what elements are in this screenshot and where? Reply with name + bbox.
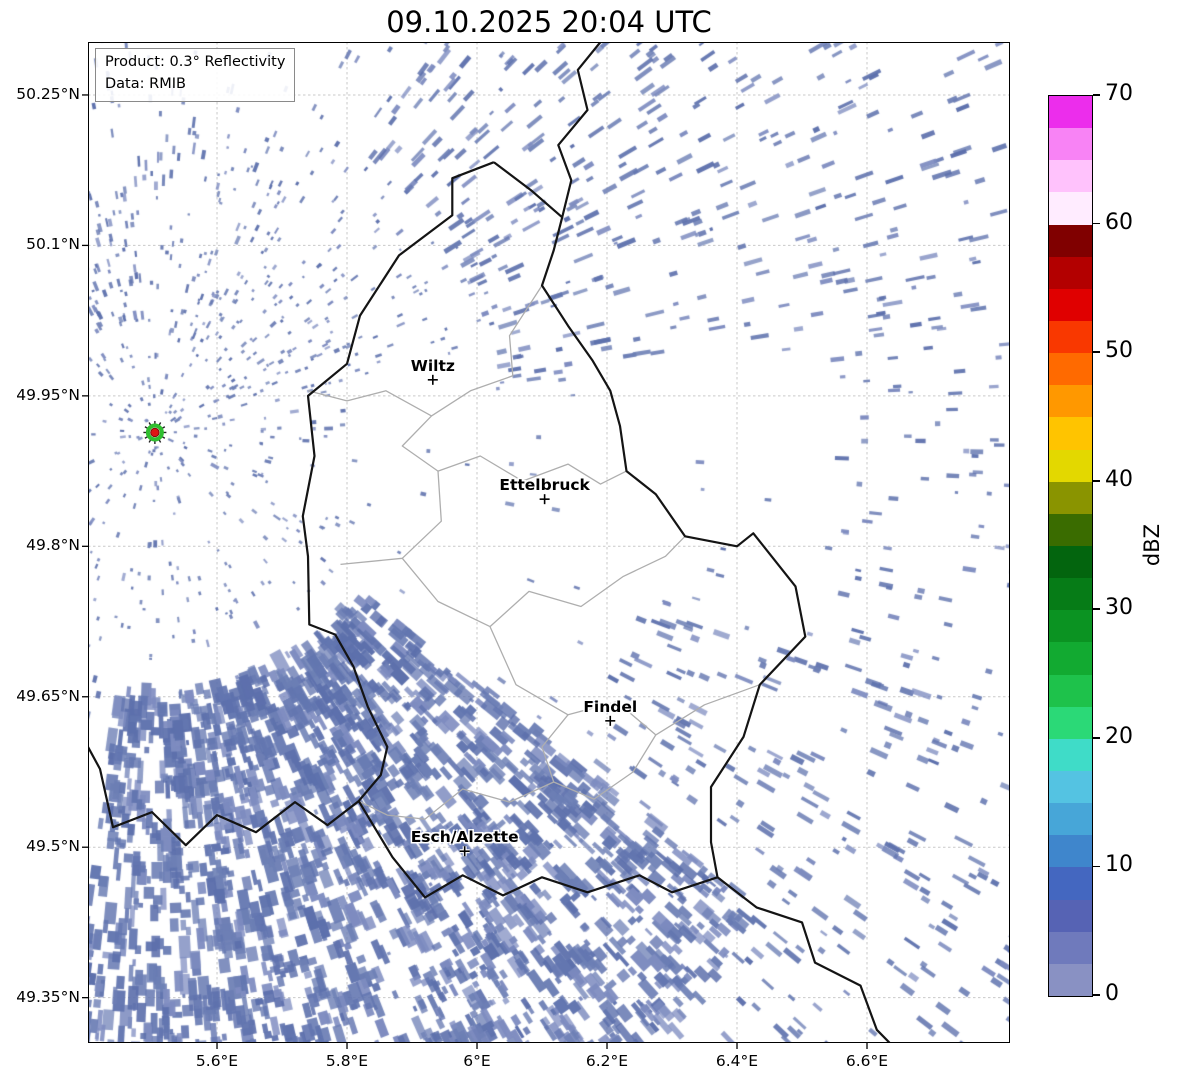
x-tick-label: 6°E bbox=[463, 1052, 491, 1070]
colorbar-segment bbox=[1049, 191, 1092, 225]
colorbar-segment bbox=[1049, 866, 1092, 900]
colorbar-segment bbox=[1049, 706, 1092, 739]
colorbar-segment bbox=[1049, 738, 1092, 771]
colorbar-segment bbox=[1049, 95, 1092, 129]
product-info-box: Product: 0.3° Reflectivity Data: RMIB bbox=[95, 48, 296, 102]
colorbar-segment bbox=[1049, 159, 1092, 193]
colorbar-segment bbox=[1049, 834, 1092, 868]
x-tick-label: 5.8°E bbox=[325, 1052, 369, 1070]
colorbar-segment bbox=[1049, 609, 1092, 643]
colorbar-segment bbox=[1049, 449, 1092, 482]
colorbar-segment bbox=[1049, 963, 1092, 996]
x-tick-label: 6.6°E bbox=[845, 1052, 889, 1070]
y-tick-label: 50.25°N bbox=[16, 84, 80, 103]
colorbar-segment bbox=[1049, 641, 1092, 675]
x-tick-label: 5.6°E bbox=[195, 1052, 239, 1070]
colorbar-tick-label: 0 bbox=[1105, 981, 1119, 1006]
colorbar-segment bbox=[1049, 481, 1092, 514]
colorbar-segment bbox=[1049, 674, 1092, 707]
colorbar-tick bbox=[1093, 479, 1100, 482]
product-line: Product: 0.3° Reflectivity bbox=[105, 54, 286, 70]
colorbar-segment bbox=[1049, 577, 1092, 611]
y-tick-label: 49.5°N bbox=[26, 837, 80, 856]
colorbar-segment bbox=[1049, 545, 1092, 579]
colorbar-segment bbox=[1049, 416, 1092, 450]
colorbar-tick bbox=[1093, 737, 1100, 739]
colorbar-segment bbox=[1049, 320, 1092, 354]
colorbar-tick-label: 60 bbox=[1105, 209, 1133, 235]
y-tick-label: 49.8°N bbox=[26, 536, 80, 555]
colorbar-tick bbox=[1093, 608, 1100, 611]
colorbar-segment bbox=[1049, 802, 1092, 836]
colorbar-tick-label: 40 bbox=[1105, 466, 1133, 492]
colorbar-tick bbox=[1093, 222, 1100, 225]
city-label: Findel bbox=[583, 697, 638, 716]
colorbar-tick-label: 10 bbox=[1105, 852, 1133, 878]
radar-echo-canvas bbox=[88, 42, 1010, 1043]
city-label: Ettelbruck bbox=[499, 476, 590, 495]
x-tick-label: 6.4°E bbox=[715, 1052, 759, 1070]
colorbar-segment bbox=[1049, 513, 1092, 546]
colorbar-segment bbox=[1049, 931, 1092, 964]
y-tick-label: 49.65°N bbox=[16, 686, 80, 705]
x-tick-label: 6.2°E bbox=[585, 1052, 629, 1070]
colorbar-tick bbox=[1093, 351, 1100, 353]
city-label: Wiltz bbox=[410, 356, 455, 375]
data-source-line: Data: RMIB bbox=[105, 75, 186, 92]
colorbar-segment bbox=[1049, 127, 1092, 161]
city-label: Esch/Alzette bbox=[410, 828, 519, 847]
colorbar-segment bbox=[1049, 288, 1092, 321]
colorbar-tick bbox=[1093, 865, 1100, 868]
y-tick-label: 50.1°N bbox=[26, 235, 80, 254]
colorbar-tick-label: 20 bbox=[1105, 723, 1133, 749]
colorbar-tick bbox=[1093, 94, 1100, 96]
colorbar-axis-label: dBZ bbox=[1140, 523, 1164, 567]
colorbar-tick bbox=[1093, 994, 1100, 996]
colorbar bbox=[1048, 95, 1093, 997]
colorbar-segment bbox=[1049, 352, 1092, 386]
colorbar-tick-label: 30 bbox=[1105, 595, 1133, 621]
y-tick-label: 49.35°N bbox=[16, 987, 80, 1006]
y-tick-label: 49.95°N bbox=[16, 385, 80, 404]
colorbar-segment bbox=[1049, 384, 1092, 418]
figure-title: 09.10.2025 20:04 UTC bbox=[386, 5, 712, 39]
colorbar-tick-label: 70 bbox=[1105, 81, 1133, 106]
colorbar-segment bbox=[1049, 899, 1092, 932]
colorbar-segment bbox=[1049, 770, 1092, 804]
colorbar-tick-label: 50 bbox=[1105, 338, 1133, 364]
colorbar-segment bbox=[1049, 224, 1092, 257]
colorbar-segment bbox=[1049, 256, 1092, 289]
